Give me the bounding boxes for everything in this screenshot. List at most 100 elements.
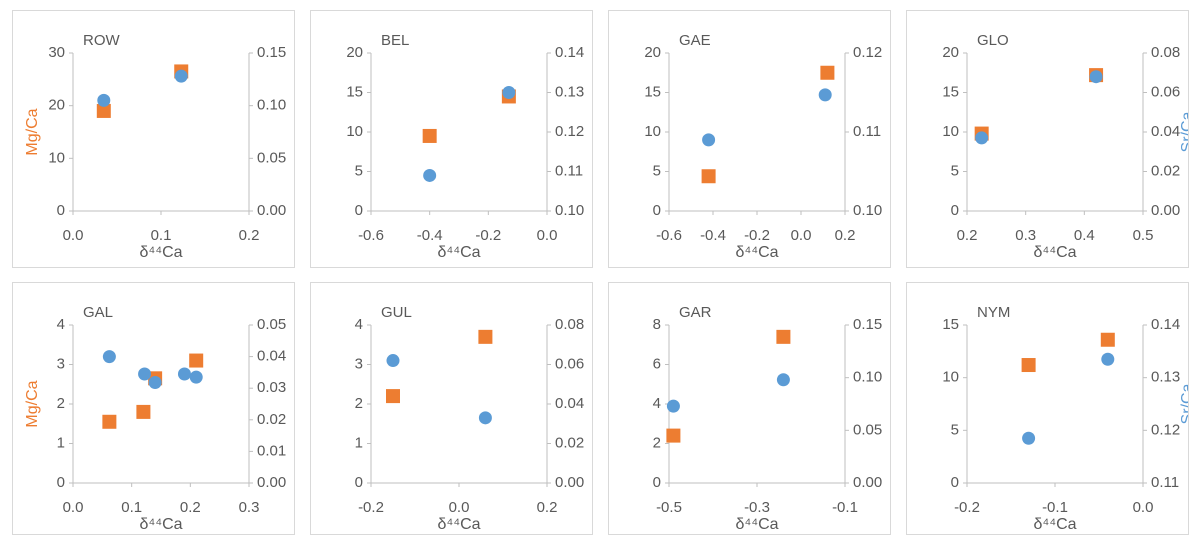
chart: 0 10 20 30 0.00 0.05 0.10 0.15 0.0 0.1 0.2 ROW δ⁴⁴Ca… [24, 32, 286, 261]
chart-panel: 0 5 10 15 20 0.10 0.11 0.12 0.13 0.14 -0.6 -0.4 -0.2… [310, 10, 593, 268]
circle-point [177, 367, 191, 381]
y2-tick-label: 0.02 [555, 434, 584, 451]
y-tick-label: 4 [355, 316, 363, 333]
x-tick-label: 0.0 [791, 227, 812, 244]
y-tick-label: 2 [653, 434, 661, 451]
y2-tick-label: 0.10 [257, 97, 286, 114]
x-tick-label: -0.6 [358, 227, 384, 244]
y2-tick-label: 0.04 [1151, 123, 1180, 140]
y-tick-label: 3 [355, 355, 363, 372]
square-point [820, 65, 835, 80]
y2-tick-label: 0.06 [555, 355, 584, 372]
y2-tick-label: 0.13 [1151, 369, 1180, 386]
chart-title: ROW [83, 32, 121, 49]
y-tick-label: 5 [653, 162, 661, 179]
y-tick-label: 0 [355, 474, 363, 491]
x-axis-label: δ⁴⁴Ca [735, 516, 778, 533]
circle-point [478, 411, 492, 425]
square-point [666, 428, 681, 443]
x-tick-label: 0.2 [239, 227, 260, 244]
circle-point [97, 93, 111, 107]
circle-point [174, 69, 188, 83]
y-tick-label: 15 [644, 83, 661, 100]
chart-panel: 0 1 2 3 4 0.00 0.01 0.02 0.03 0.04 0.05 0.0 0.1 0.2 0.… [12, 282, 295, 535]
x-tick-label: 0.2 [180, 499, 201, 516]
x-tick-label: 0.3 [239, 499, 260, 516]
x-tick-label: -0.2 [954, 499, 980, 516]
y2-tick-label: 0.12 [1151, 421, 1180, 438]
y-tick-label: 0 [57, 474, 65, 491]
x-axis-label: δ⁴⁴Ca [437, 516, 480, 533]
x-tick-label: 0.0 [63, 499, 84, 516]
y-tick-label: 15 [942, 316, 959, 333]
y-tick-label: 10 [346, 123, 363, 140]
square-point [386, 389, 400, 404]
square-point [136, 404, 151, 419]
y-axis-label: Mg/Ca [24, 380, 41, 427]
y2-tick-label: 0.03 [257, 379, 286, 396]
x-axis-label: δ⁴⁴Ca [437, 244, 480, 261]
y-tick-label: 0 [653, 202, 661, 219]
circle-point [1089, 70, 1103, 84]
y-tick-label: 5 [951, 421, 959, 438]
y-tick-label: 0 [951, 202, 959, 219]
circle-point [1101, 352, 1115, 366]
y-tick-label: 1 [57, 434, 65, 451]
x-axis-label: δ⁴⁴Ca [139, 244, 182, 261]
y2-tick-label: 0.05 [853, 421, 882, 438]
x-axis-label: δ⁴⁴Ca [1033, 244, 1076, 261]
chart: 0 1 2 3 4 0.00 0.02 0.04 0.06 0.08 -0.2 0.0 0.2 GUL δ⁴… [355, 304, 585, 533]
y2-tick-label: 0.14 [555, 44, 584, 61]
x-tick-label: -0.1 [1042, 499, 1068, 516]
square-point [478, 329, 493, 344]
y2-tick-label: 0.12 [555, 123, 584, 140]
x-tick-label: 0.5 [1133, 227, 1154, 244]
y-tick-label: 15 [346, 83, 363, 100]
square-point [422, 128, 437, 143]
y2-tick-label: 0.13 [555, 83, 584, 100]
x-tick-label: 0.4 [1074, 227, 1095, 244]
x-tick-label: -0.6 [656, 227, 682, 244]
circle-point [502, 86, 516, 99]
chart-title: GUL [381, 304, 412, 321]
y-tick-label: 6 [653, 355, 661, 372]
chart-panel: 0 5 10 15 0.11 0.12 0.13 0.14 -0.2 -0.1 0.0 NYM δ⁴⁴C… [906, 282, 1189, 535]
chart: 0 2 4 6 8 0.00 0.05 0.10 0.15 -0.5 -0.3 -0.1 GAR δ⁴⁴C… [653, 304, 883, 533]
circle-point [702, 133, 716, 147]
y2-tick-label: 0.01 [257, 442, 286, 459]
chart-title: GAE [679, 32, 711, 49]
chart-panel: 0 10 20 30 0.00 0.05 0.10 0.15 0.0 0.1 0.2 ROW δ⁴⁴Ca… [12, 10, 295, 268]
x-tick-label: -0.3 [744, 499, 770, 516]
x-tick-label: 0.2 [537, 499, 558, 516]
square-point [776, 329, 791, 344]
chart-title: BEL [381, 32, 409, 49]
y-tick-label: 10 [644, 123, 661, 140]
y2-tick-label: 0.15 [853, 316, 882, 333]
x-tick-label: 0.2 [957, 227, 978, 244]
y-tick-label: 10 [942, 123, 959, 140]
y2-tick-label: 0.04 [257, 348, 286, 365]
y2-tick-label: 0.04 [555, 395, 584, 412]
y-tick-label: 20 [48, 97, 65, 114]
x-axis-label: δ⁴⁴Ca [139, 516, 182, 533]
y2-tick-label: 0.02 [257, 411, 286, 428]
y2-tick-label: 0.11 [555, 162, 583, 179]
square-point [189, 353, 204, 368]
y-tick-label: 20 [644, 44, 661, 61]
chart-panel: 0 2 4 6 8 0.00 0.05 0.10 0.15 -0.5 -0.3 -0.1 GAR δ⁴⁴C… [608, 282, 891, 535]
y2-tick-label: 0.11 [1151, 474, 1179, 491]
y-tick-label: 5 [355, 162, 363, 179]
circle-point [666, 399, 680, 413]
y2-tick-label: 0.10 [853, 369, 882, 386]
y-tick-label: 2 [355, 395, 363, 412]
square-point [1021, 358, 1036, 373]
circle-point [138, 367, 152, 381]
chart: 0 5 10 15 0.11 0.12 0.13 0.14 -0.2 -0.1 0.0 NYM δ⁴⁴C… [942, 304, 1188, 533]
x-tick-label: 0.1 [151, 227, 172, 244]
chart-title: GAL [83, 304, 113, 321]
circle-point [148, 376, 162, 390]
y2-axis-label: Sr/Ca [1179, 111, 1188, 152]
y2-tick-label: 0.00 [853, 474, 882, 491]
chart: 0 1 2 3 4 0.00 0.01 0.02 0.03 0.04 0.05 0.0 0.1 0.2 0.… [24, 304, 286, 533]
